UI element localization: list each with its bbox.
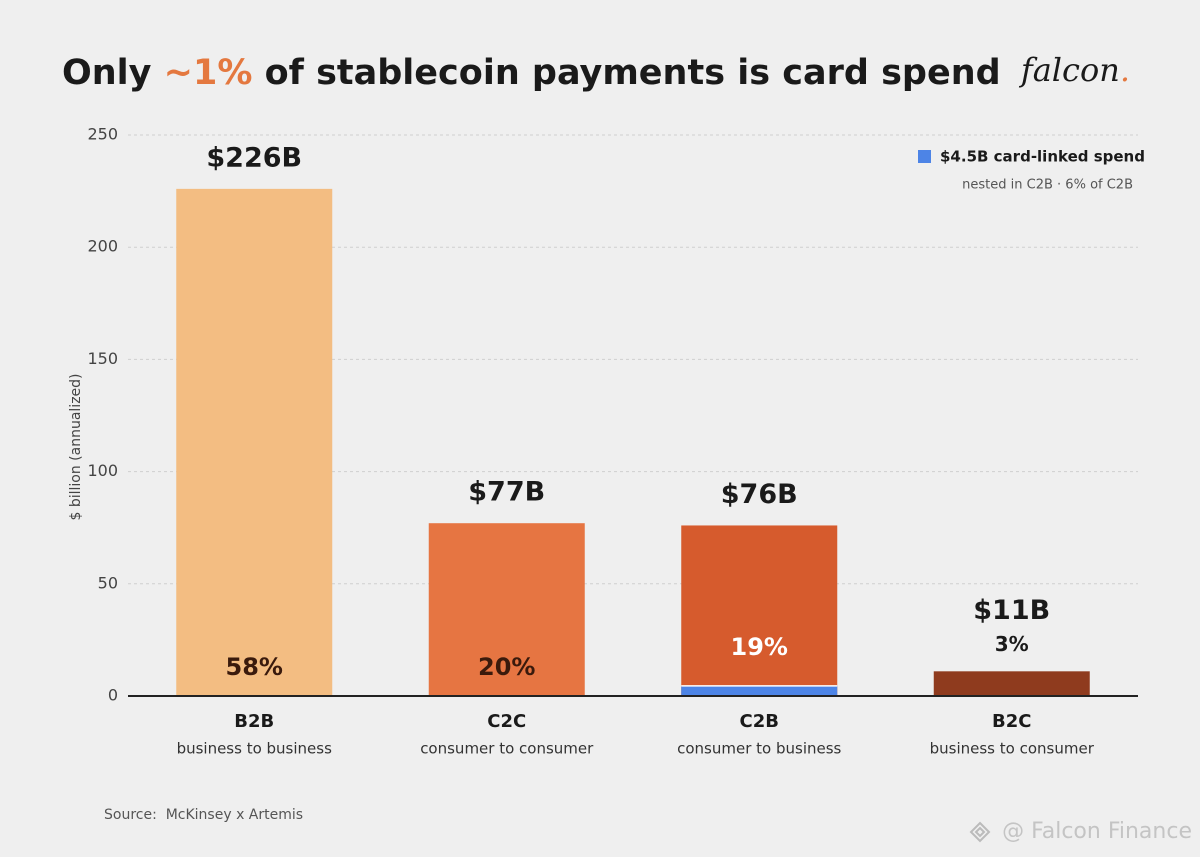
bar: [176, 188, 333, 696]
y-tick-label: 250: [87, 125, 118, 144]
share-label: 20%: [478, 653, 535, 681]
y-tick-label: 150: [87, 349, 118, 368]
y-tick-label: 200: [87, 237, 118, 256]
value-label: $11B: [973, 595, 1050, 626]
x-tick-label: B2B: [234, 711, 274, 732]
legend-label: $4.5B card-linked spend: [940, 148, 1145, 166]
logo-dot: .: [1120, 51, 1130, 89]
card-linked-bar: [681, 685, 838, 696]
watermark: @ Falcon Finance: [1002, 819, 1192, 844]
bar: [681, 525, 838, 696]
y-axis-label: $ billion (annualized): [68, 373, 84, 520]
legend-note: nested in C2B · 6% of C2B: [962, 178, 1133, 193]
value-label: $76B: [721, 479, 798, 510]
x-tick-label: C2B: [740, 711, 779, 732]
x-tick-label: C2C: [487, 711, 526, 732]
logo: falcon.: [1019, 51, 1130, 89]
value-label: $226B: [206, 142, 302, 173]
bar: [933, 671, 1090, 696]
source: Source: McKinsey x Artemis: [104, 807, 303, 823]
bar: [428, 523, 585, 696]
category-subtitle: consumer to business: [677, 740, 841, 758]
title-part: of stablecoin payments is card spend: [252, 53, 1000, 93]
value-label: $77B: [468, 477, 545, 508]
chart-title: Only ~1% of stablecoin payments is card …: [62, 53, 1001, 93]
y-tick-label: 50: [98, 573, 118, 592]
category-subtitle: business to consumer: [930, 740, 1095, 758]
title-part: Only: [62, 53, 164, 93]
share-label: 3%: [995, 632, 1029, 656]
category-subtitle: consumer to consumer: [420, 740, 594, 758]
watermark-icon: [969, 821, 991, 843]
y-tick-label: 0: [108, 686, 118, 705]
category-subtitle: business to business: [177, 740, 333, 758]
share-label: 19%: [731, 633, 788, 661]
logo-text: falcon: [1019, 51, 1120, 89]
x-tick-label: B2C: [992, 711, 1031, 732]
legend-swatch: [918, 150, 931, 163]
y-tick-label: 100: [87, 461, 118, 480]
share-label: 58%: [226, 653, 283, 681]
title-part: ~1%: [164, 53, 253, 93]
